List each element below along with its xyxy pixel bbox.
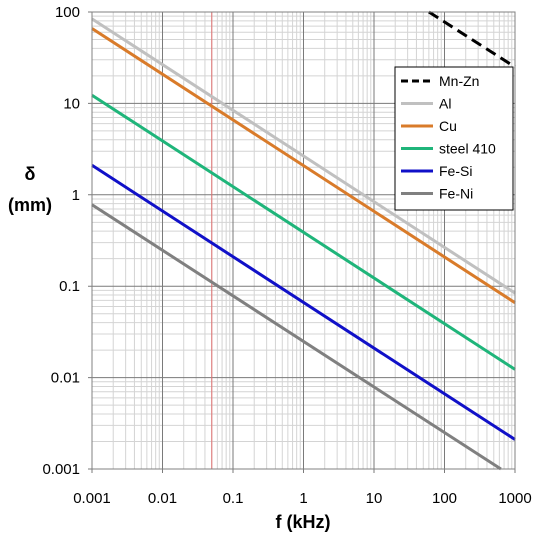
legend-label: Fe-Si (439, 163, 472, 179)
legend-box (394, 66, 514, 211)
series-line-mn-zn (428, 10, 516, 69)
x-tick-label: 0.1 (223, 490, 244, 507)
series-lines (91, 10, 516, 471)
series-line-steel-410 (91, 93, 516, 371)
y-tick-label: 0.1 (59, 278, 80, 295)
x-tick-labels: 0.001 0.01 0.1 1 10 100 1000 (73, 490, 531, 507)
legend: Mn-Zn Al Cu steel 410 Fe-Si Fe-Ni (394, 66, 514, 211)
x-axis-title: f (kHz) (276, 512, 331, 532)
y-tick-labels: 0.001 0.01 0.1 1 10 100 (42, 4, 80, 478)
y-tick-label: 10 (63, 95, 80, 112)
y-axis-symbol: δ (25, 164, 36, 184)
y-tick-label: 1 (72, 187, 80, 204)
x-tick-label: 0.01 (148, 490, 177, 507)
series-line-cu (91, 27, 516, 304)
plot-frame (91, 11, 516, 470)
y-axis-unit: (mm) (8, 195, 52, 215)
y-tick-label: 0.001 (42, 461, 80, 478)
series-line-fe-si (91, 164, 516, 441)
y-tick-label: 100 (55, 4, 80, 21)
legend-label: Al (439, 96, 451, 112)
legend-label: steel 410 (439, 141, 496, 157)
legend-label: Fe-Ni (439, 186, 473, 202)
legend-label: Cu (439, 118, 457, 134)
series-line-al (91, 17, 516, 295)
legend-label: Mn-Zn (439, 73, 479, 89)
x-tick-label: 1000 (498, 490, 531, 507)
x-tick-label: 10 (366, 490, 383, 507)
x-tick-label: 1 (299, 490, 307, 507)
y-tick-label: 0.01 (51, 370, 80, 387)
series-line-fe-ni (91, 203, 502, 471)
x-tick-label: 100 (432, 490, 457, 507)
x-tick-label: 0.001 (73, 490, 111, 507)
